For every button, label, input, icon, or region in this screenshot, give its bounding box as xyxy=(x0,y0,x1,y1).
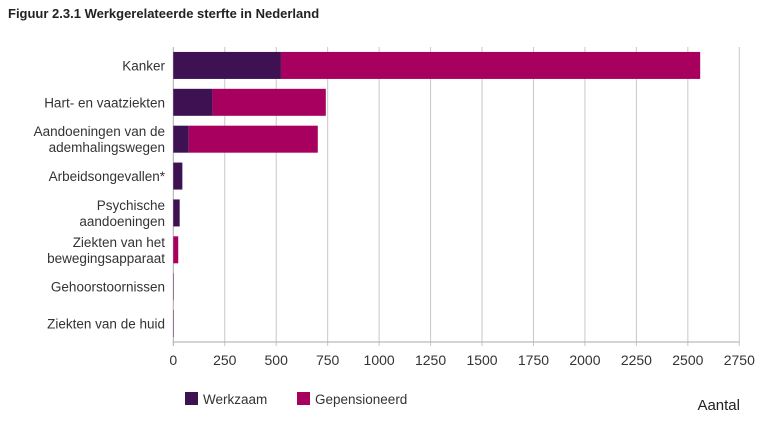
bar-werkzaam xyxy=(173,199,180,227)
x-tick-label: 500 xyxy=(265,352,289,368)
bar-gepensioneerd xyxy=(173,236,179,264)
category-label-line: Aandoeningen van de xyxy=(34,124,165,139)
category-label-line: Psychische xyxy=(97,198,165,213)
chart-title: Figuur 2.3.1 Werkgerelateerde sterfte in… xyxy=(8,6,320,21)
category-label-line: Hart- en vaatziekten xyxy=(44,95,165,110)
x-tick-label: 2000 xyxy=(569,352,600,368)
x-tick-label: 0 xyxy=(169,352,177,368)
category-label: Arbeidsongevallen* xyxy=(49,169,166,184)
x-tick-label: 1000 xyxy=(364,352,395,368)
category-label: Ziekten van de huid xyxy=(47,317,165,332)
legend-label: Werkzaam xyxy=(203,392,267,407)
bar-gepensioneerd xyxy=(212,88,326,116)
category-label-line: aandoeningen xyxy=(79,214,165,229)
category-label-line: Ziekten van de huid xyxy=(47,317,165,332)
x-tick-label: 2500 xyxy=(672,352,703,368)
legend-swatch xyxy=(185,392,198,405)
bar-gepensioneerd xyxy=(280,51,701,79)
x-tick-label: 1750 xyxy=(518,352,549,368)
category-label-line: bewegingsapparaat xyxy=(47,251,165,266)
bar-gepensioneerd xyxy=(188,125,318,153)
category-label: Hart- en vaatziekten xyxy=(44,95,165,110)
x-tick-label: 1500 xyxy=(466,352,497,368)
category-label-line: Ziekten van het xyxy=(73,235,166,250)
category-label-line: ademhalingswegen xyxy=(49,140,165,155)
category-label-line: Gehoorstoornissen xyxy=(51,280,165,295)
category-label: Aandoeningen van de ademhalingswegen xyxy=(34,124,165,155)
x-tick-label: 2750 xyxy=(724,352,755,368)
x-tick-label: 1250 xyxy=(415,352,446,368)
category-label-line: Kanker xyxy=(122,58,165,73)
category-label: Gehoorstoornissen xyxy=(51,280,165,295)
bar-werkzaam xyxy=(173,162,183,190)
x-tick-label: 250 xyxy=(213,352,237,368)
x-axis-label: Aantal xyxy=(697,397,740,414)
x-tick-label: 2250 xyxy=(621,352,652,368)
category-label-line: Arbeidsongevallen* xyxy=(49,169,166,184)
category-label: Psychische aandoeningen xyxy=(79,198,165,229)
bar-werkzaam xyxy=(173,51,281,79)
bar-werkzaam xyxy=(173,125,189,153)
legend-label: Gepensioneerd xyxy=(315,392,407,407)
bar-werkzaam xyxy=(173,88,213,116)
category-label: Ziekten van het bewegingsapparaat xyxy=(47,235,165,266)
x-tick-label: 750 xyxy=(316,352,340,368)
category-label: Kanker xyxy=(122,58,165,73)
legend-swatch xyxy=(297,392,310,405)
